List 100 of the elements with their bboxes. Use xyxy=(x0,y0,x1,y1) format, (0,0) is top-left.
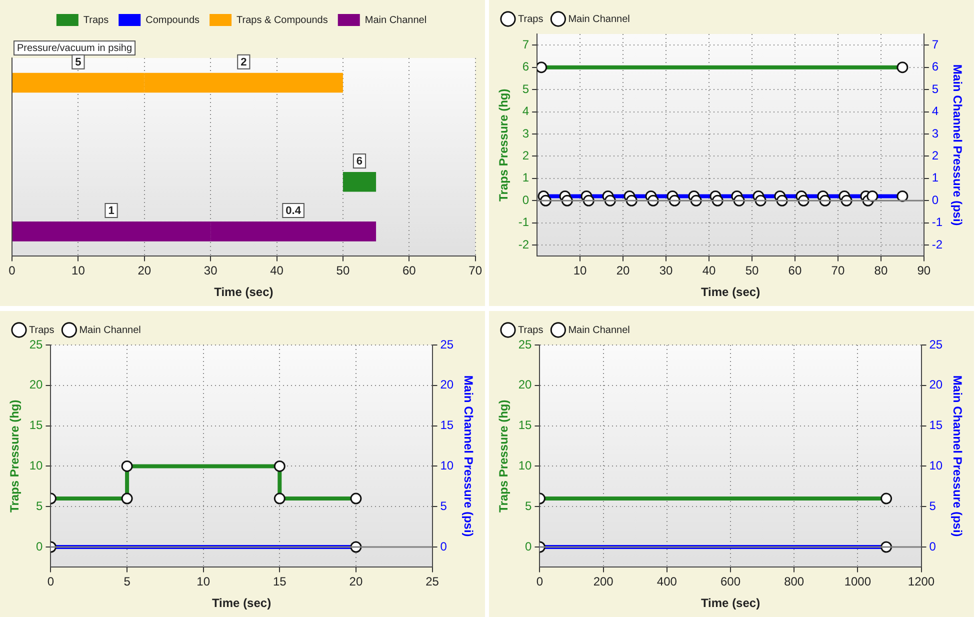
annotation: 5 xyxy=(75,56,82,68)
x-tick-label: 1200 xyxy=(908,574,935,588)
legend-label: Traps xyxy=(29,324,54,336)
y-tick-label: 1 xyxy=(522,170,530,185)
y-tick-label: 0 xyxy=(522,192,530,207)
y-tick-label: -2 xyxy=(518,237,530,252)
x-tick-label: 0 xyxy=(47,574,54,588)
y-tick-label: 25 xyxy=(518,336,532,351)
y2-tick-label: 7 xyxy=(932,37,939,52)
y2-tick-label: 20 xyxy=(440,377,454,392)
annotation: 6 xyxy=(356,155,363,168)
x-tick-label: 1000 xyxy=(844,574,872,588)
y2-tick-label: 20 xyxy=(929,377,943,392)
x-tick-label: 50 xyxy=(336,264,350,278)
y-tick-label: 0 xyxy=(525,538,532,553)
y-tick-label: 5 xyxy=(522,82,530,96)
legend-label: Main Channel xyxy=(568,14,630,25)
y-tick-label: 3 xyxy=(522,126,530,140)
y-tick-label: 4 xyxy=(522,104,530,118)
y2-tick-label: 5 xyxy=(440,498,448,512)
legend-label: Main Channel xyxy=(568,324,630,336)
y2-tick-label: 15 xyxy=(929,418,943,432)
x-axis-title: Time (sec) xyxy=(214,285,274,300)
x-tick-label: 15 xyxy=(272,574,287,588)
y-tick-label: 10 xyxy=(29,458,44,472)
x-tick-label: 0 xyxy=(8,264,16,278)
x-tick-label: 10 xyxy=(72,264,86,278)
y2-tick-label: 25 xyxy=(440,336,454,351)
y-tick-label: 5 xyxy=(525,498,532,512)
x-tick-label: 20 xyxy=(138,264,152,278)
x-tick-label: 20 xyxy=(616,264,630,278)
x-axis-title: Time (sec) xyxy=(700,285,760,300)
y-tick-label: 20 xyxy=(29,377,44,392)
x-tick-label: 60 xyxy=(788,264,802,278)
y2-tick-label: -2 xyxy=(932,237,943,252)
x-axis-title: Time (sec) xyxy=(700,596,760,610)
y-tick-label: 6 xyxy=(522,60,530,74)
x-tick-label: 60 xyxy=(402,264,416,278)
y2-tick-label: 0 xyxy=(932,192,939,207)
x-tick-label: 80 xyxy=(874,264,888,278)
x-axis-title: Time (sec) xyxy=(212,596,272,610)
y2-axis-title: Main Channel Pressure (psi) xyxy=(950,374,964,536)
text: Pressure/vacuum in psihg xyxy=(17,42,132,54)
legend-label: Main Channel xyxy=(364,14,427,26)
x-tick-label: 40 xyxy=(702,264,716,278)
y-tick-label: 15 xyxy=(518,418,532,432)
x-tick-label: 200 xyxy=(593,574,614,588)
x-tick-label: 10 xyxy=(196,574,210,588)
y2-tick-label: 3 xyxy=(932,126,939,140)
legend-label: Traps xyxy=(83,14,109,26)
legend-label: Traps xyxy=(518,14,544,25)
y-tick-label: 20 xyxy=(518,377,532,392)
y-tick-label: 2 xyxy=(522,148,530,163)
x-tick-label: 800 xyxy=(784,574,804,588)
y-tick-label: 25 xyxy=(29,336,44,351)
legend-label: Compounds xyxy=(146,14,200,26)
y-tick-label: 0 xyxy=(36,538,44,553)
y2-tick-label: 2 xyxy=(932,148,939,163)
y2-tick-label: 10 xyxy=(440,458,454,472)
annotation: 1 xyxy=(108,205,114,218)
y2-tick-label: 25 xyxy=(929,336,943,351)
y-tick-label: 15 xyxy=(29,418,44,432)
y2-tick-label: 4 xyxy=(932,104,939,118)
x-tick-label: 400 xyxy=(656,574,678,588)
x-tick-label: 20 xyxy=(349,574,363,588)
y2-tick-label: 10 xyxy=(929,458,943,472)
y2-tick-label: 0 xyxy=(440,538,448,553)
x-tick-label: 40 xyxy=(270,264,284,278)
y-tick-label: 5 xyxy=(36,498,44,512)
x-tick-label: 10 xyxy=(573,264,588,278)
x-tick-label: 50 xyxy=(745,264,759,278)
annotation: 0.4 xyxy=(286,205,302,218)
x-tick-label: 70 xyxy=(468,264,482,278)
y2-tick-label: 6 xyxy=(932,60,939,74)
x-tick-label: 70 xyxy=(831,264,845,278)
y-tick-label: 10 xyxy=(518,458,532,472)
y2-tick-label: 5 xyxy=(932,82,939,96)
y-tick-label: 7 xyxy=(522,37,530,52)
y2-tick-label: 1 xyxy=(932,170,939,185)
y-axis-title: Traps Pressure (hg) xyxy=(496,88,511,202)
x-tick-label: 25 xyxy=(426,574,440,588)
y2-axis-title: Main Channel Pressure (psi) xyxy=(950,64,964,226)
x-tick-label: 90 xyxy=(917,264,931,278)
legend-label: Main Channel xyxy=(79,324,141,336)
legend-label: Traps & Compounds xyxy=(236,14,328,26)
y-tick-label: -1 xyxy=(518,215,530,230)
x-tick-label: 30 xyxy=(204,264,218,278)
legend-label: Traps xyxy=(518,324,544,336)
x-tick-label: 0 xyxy=(536,574,544,588)
y-axis-title: Traps Pressure (hg) xyxy=(496,399,511,512)
annotation: 2 xyxy=(240,56,247,68)
x-tick-label: 5 xyxy=(124,574,131,588)
y2-tick-label: 5 xyxy=(929,498,936,512)
y2-axis-title: Main Channel Pressure (psi) xyxy=(461,374,476,536)
x-tick-label: 30 xyxy=(659,264,674,278)
y2-tick-label: 15 xyxy=(440,418,454,432)
y2-tick-label: 0 xyxy=(929,538,936,553)
y-axis-title: Traps Pressure (hg) xyxy=(8,399,22,512)
y2-tick-label: -1 xyxy=(932,215,943,230)
x-tick-label: 600 xyxy=(720,574,741,588)
